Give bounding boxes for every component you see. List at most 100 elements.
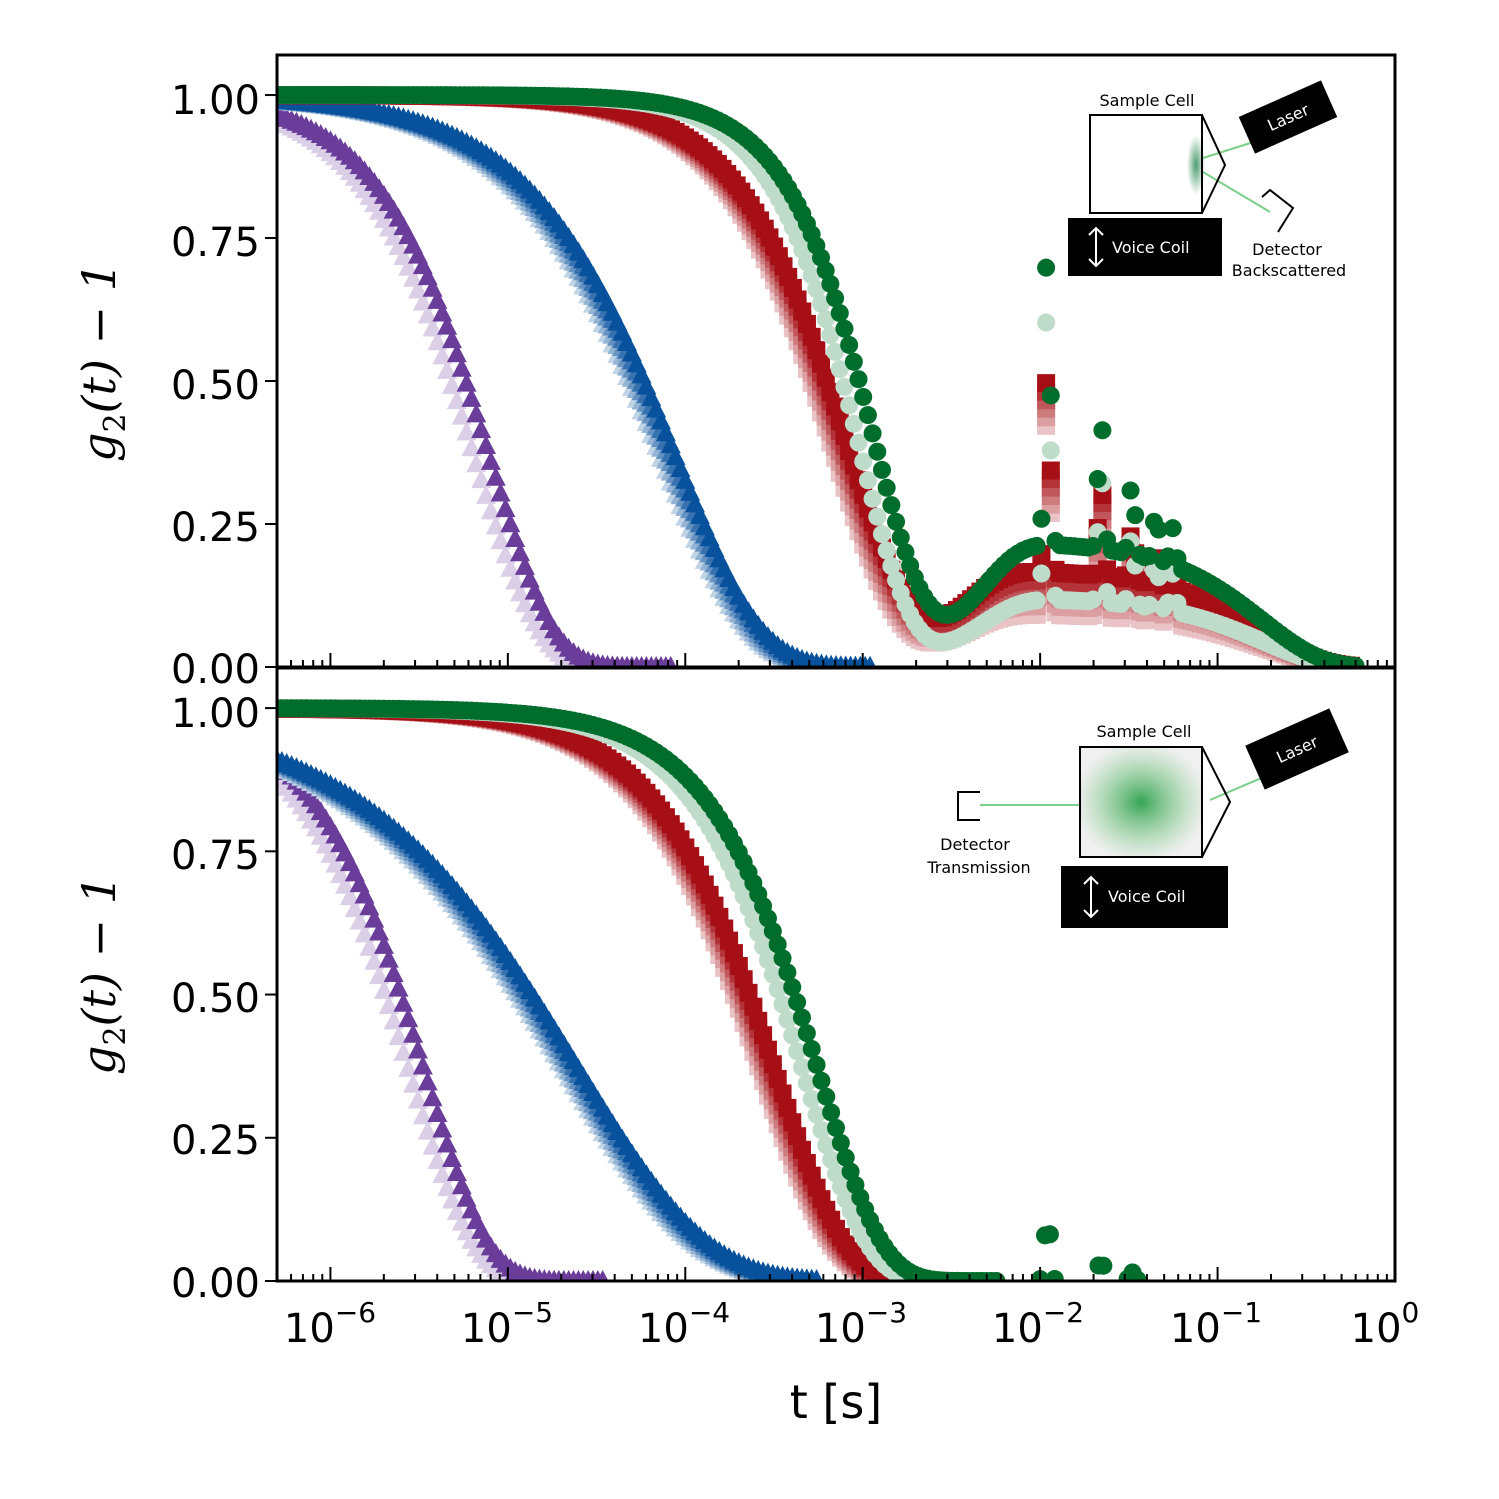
data-point-circle (1084, 590, 1103, 609)
data-point-circle (882, 496, 901, 515)
data-point-triangle (437, 1133, 458, 1153)
bottom-ytick-label: 0.25 (171, 1118, 260, 1164)
data-point-circle (754, 937, 773, 956)
detector-label: Detector (940, 835, 1010, 854)
data-point-circle (844, 414, 863, 433)
data-point-circle (882, 556, 901, 575)
data-point-triangle (427, 1103, 448, 1123)
data-point-square (749, 1011, 768, 1030)
data-point-triangle (446, 343, 467, 363)
series-green-shade-1 (277, 86, 1365, 667)
laser-box: Laser (1245, 708, 1349, 790)
data-point-circle (1084, 537, 1103, 556)
data-point-circle (854, 387, 873, 406)
data-point-circle (822, 1150, 841, 1169)
data-point-circle (802, 266, 821, 285)
data-point-circle (1121, 481, 1140, 500)
xtick-label: 10−3 (815, 1296, 907, 1352)
data-point-triangle (485, 466, 506, 486)
data-point-circle (807, 280, 826, 299)
laser-box: Laser (1238, 80, 1338, 154)
data-point-triangle (393, 992, 414, 1012)
data-point-square (763, 1055, 782, 1074)
data-point-triangle (412, 1055, 433, 1075)
data-point-circle (887, 512, 906, 531)
data-point-triangle (369, 965, 390, 985)
data-point-square (754, 1026, 773, 1045)
data-point-triangle (383, 1010, 404, 1030)
data-point-triangle (422, 1135, 443, 1155)
data-point-triangle (495, 498, 516, 518)
data-point-triangle (407, 1089, 428, 1109)
data-point-circle (1040, 1225, 1059, 1244)
top-y-ticks (265, 94, 277, 668)
cell-window (1201, 746, 1232, 858)
top-ytick-label: 0.25 (171, 505, 260, 551)
data-point-circle (1045, 1270, 1064, 1281)
xtick-label: 100 (1351, 1296, 1420, 1352)
data-point-square (816, 368, 835, 387)
data-point-circle (1037, 258, 1056, 277)
data-point-circle (1037, 313, 1056, 332)
data-point-circle (816, 310, 835, 329)
data-point-circle (778, 1010, 797, 1029)
data-point-square (1084, 564, 1103, 583)
data-point-square (821, 383, 840, 402)
series-blue-shade-4 (277, 749, 823, 1281)
data-point-triangle (398, 1057, 419, 1077)
cell-window (1201, 114, 1227, 214)
data-point-circle (830, 304, 849, 323)
data-point-triangle (407, 1039, 428, 1059)
data-point-circle (849, 433, 868, 452)
data-point-square (835, 427, 854, 446)
data-point-circle (783, 978, 802, 997)
data-point-circle (1140, 595, 1159, 614)
backscatter-inset: Sample Cell Laser Detector Backscattered… (1068, 80, 1346, 280)
xtick-label: 10−5 (461, 1296, 553, 1352)
data-point-circle (1128, 1270, 1147, 1281)
data-point-triangle (378, 948, 399, 968)
data-point-triangle (432, 345, 453, 365)
data-point-circle (863, 424, 882, 443)
data-point-square (734, 970, 753, 989)
data-point-circle (812, 1121, 831, 1140)
data-point-circle (1140, 547, 1159, 566)
data-point-square (758, 1040, 777, 1059)
data-point-square (778, 1098, 797, 1117)
series-purple-shade-1 (277, 104, 677, 667)
voice-coil-label: Voice Coil (1112, 238, 1190, 257)
voice-coil-box (1068, 218, 1222, 276)
data-point-circle (1149, 520, 1168, 539)
data-point-circle (836, 1148, 855, 1167)
data-point-square (812, 354, 831, 373)
top-x-ticks (276, 653, 1396, 667)
detector-shape (1261, 188, 1295, 233)
data-point-circle (1149, 568, 1168, 587)
data-point-square (744, 997, 763, 1016)
data-point-square (1041, 461, 1060, 480)
data-point-triangle (596, 1270, 609, 1281)
detector-shape (957, 791, 980, 821)
data-point-circle (792, 1008, 811, 1027)
data-point-triangle (466, 453, 487, 473)
voice-coil-box (1061, 866, 1228, 928)
data-point-circle (1116, 590, 1135, 609)
data-point-circle (812, 1071, 831, 1090)
series-purple-shade-0 (277, 766, 609, 1281)
data-point-triangle (864, 655, 876, 667)
data-point-circle (807, 1055, 826, 1074)
data-point-triangle (471, 469, 492, 489)
data-point-circle (1094, 1256, 1113, 1275)
transmission-inset: Sample Cell Laser Detector Transmission … (926, 708, 1349, 928)
data-point-circle (817, 1087, 836, 1106)
data-point-triangle (398, 1008, 419, 1028)
data-point-triangle (480, 500, 501, 520)
data-point-circle (817, 1136, 836, 1155)
data-point-circle (830, 360, 849, 379)
data-point-circle (877, 478, 896, 497)
sample-cell-label: Sample Cell (1097, 722, 1192, 741)
data-point-square (826, 397, 845, 416)
data-point-circle (1041, 441, 1060, 460)
data-point-triangle (441, 329, 462, 349)
